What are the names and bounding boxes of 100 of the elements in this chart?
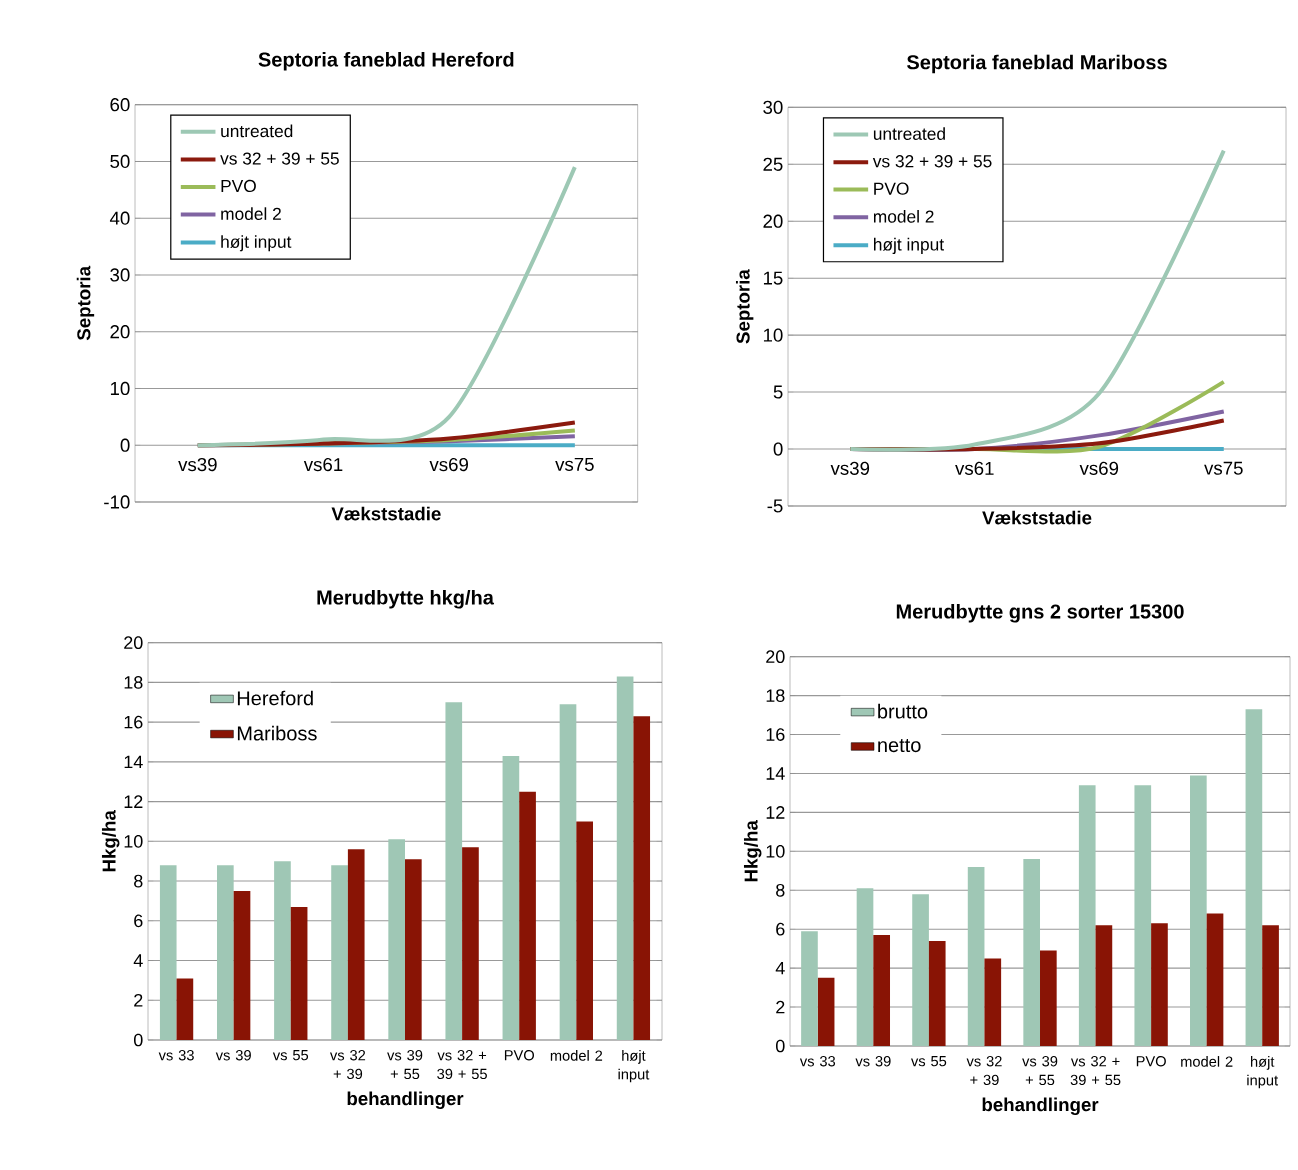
y-tick-label: 5 [773,385,783,399]
x-tick-label: vs61 [303,457,343,472]
bar [967,866,985,1046]
legend-label: brutto [878,703,928,719]
x-tick-label: vs 32 + 39 + 55 [1070,1056,1121,1086]
x-tick-label: vs39 [178,457,217,472]
y-tick-label: 6 [134,914,143,928]
y-tick-label: 18 [124,676,143,689]
y-tick-label: 12 [124,795,143,808]
bar [633,716,651,1040]
y-tick-label: 6 [776,922,785,936]
y-tick-label: 14 [766,767,785,780]
legend-label: PVO [874,182,909,195]
bar [1078,785,1096,1046]
x-tick-label: vs 32 + 39 + 55 [437,1050,487,1080]
x-axis-title: Vækststadie [982,510,1092,525]
y-tick-label: 20 [766,650,785,664]
chart-title: Merudbytte hkg/ha [317,589,495,609]
y-tick-label: -10 [104,495,130,509]
y-tick-label: 20 [124,636,143,650]
bar [462,847,479,1040]
x-tick-label: vs 33 [799,1056,836,1067]
y-tick-label: 18 [766,689,785,702]
bar [388,839,405,1040]
bar [928,940,946,1046]
y-tick-label: 0 [133,1033,143,1047]
bar [217,865,234,1040]
x-axis-title: behandlinger [347,1091,464,1110]
x-axis-title: Vækststadie [331,506,441,521]
y-tick-label: 0 [776,1039,785,1053]
bar [1151,923,1168,1046]
bar [405,859,422,1040]
y-tick-label: 12 [766,806,785,819]
x-tick-label: højt input [1247,1056,1279,1089]
x-tick-label: vs 32 + 39 [330,1050,366,1080]
bar [1023,859,1041,1046]
x-tick-label: PVO [1136,1056,1166,1067]
x-tick-label: vs75 [555,457,594,471]
legend-label: vs 32 + 39 + 55 [872,155,992,168]
y-tick-label: 40 [109,211,130,225]
x-tick-label: vs39 [830,461,870,475]
legend-label: højt input [874,237,944,255]
x-tick-label: model 2 [1181,1056,1233,1067]
bar [1190,775,1207,1046]
bar [233,891,251,1040]
legend-label: untreated [221,124,293,138]
legend-label: PVO [221,179,256,193]
bar [1262,925,1279,1046]
x-tick-label: vs61 [955,461,994,475]
legend-label: model 2 [221,207,281,221]
bar [502,755,520,1040]
y-axis-title: Hkg/ha [743,820,762,882]
legend-label: Hereford [237,690,313,706]
bar [347,849,365,1040]
chart-title: Septoria faneblad Hereford [258,51,514,71]
legend-label: vs 32 + 39 + 55 [220,152,339,165]
x-tick-label: vs 39 [855,1056,891,1067]
bar [856,888,874,1046]
y-tick-label: 0 [120,438,130,452]
y-tick-label: 30 [110,268,130,282]
y-tick-label: 10 [124,834,143,848]
bar [1134,785,1152,1046]
line-series [848,148,1226,452]
bar [873,935,891,1046]
bar [519,791,536,1040]
chart-title: Septoria faneblad Mariboss [907,54,1167,74]
x-tick-label: vs 33 [158,1050,194,1061]
y-axis-title: Septoria [76,265,95,341]
y-tick-label: 0 [773,442,783,456]
y-tick-label: 8 [134,874,143,888]
y-axis-title: Septoria [735,269,754,344]
bar [1040,950,1057,1046]
x-tick-label: PVO [504,1050,535,1061]
y-tick-label: 30 [763,100,783,114]
x-tick-label: vs 39 [215,1050,251,1061]
y-tick-label: 4 [133,954,143,967]
bar [445,702,463,1040]
y-tick-label: 4 [775,961,785,975]
legend-label: højt input [221,235,292,252]
legend-label: untreated [873,127,945,140]
y-tick-label: 14 [124,755,143,769]
y-tick-label: 60 [110,98,130,112]
x-tick-label: model 2 [550,1050,603,1061]
y-tick-label: 25 [763,157,783,171]
y-tick-label: 20 [763,214,783,228]
bar [1245,709,1263,1046]
y-tick-label: 16 [766,728,785,741]
x-tick-label: vs69 [429,457,468,472]
y-tick-label: 2 [776,1000,785,1014]
bar [576,821,593,1040]
bar [290,906,308,1040]
bar [1206,913,1224,1046]
bar [1095,925,1113,1046]
chart-title: Merudbytte gns 2 sorter 15300 [896,603,1184,623]
bar [159,865,177,1040]
bar [176,978,194,1040]
x-tick-label: vs 55 [911,1056,947,1067]
x-tick-label: højt input [618,1050,650,1083]
x-tick-label: vs 55 [272,1050,309,1061]
bar [559,704,577,1040]
